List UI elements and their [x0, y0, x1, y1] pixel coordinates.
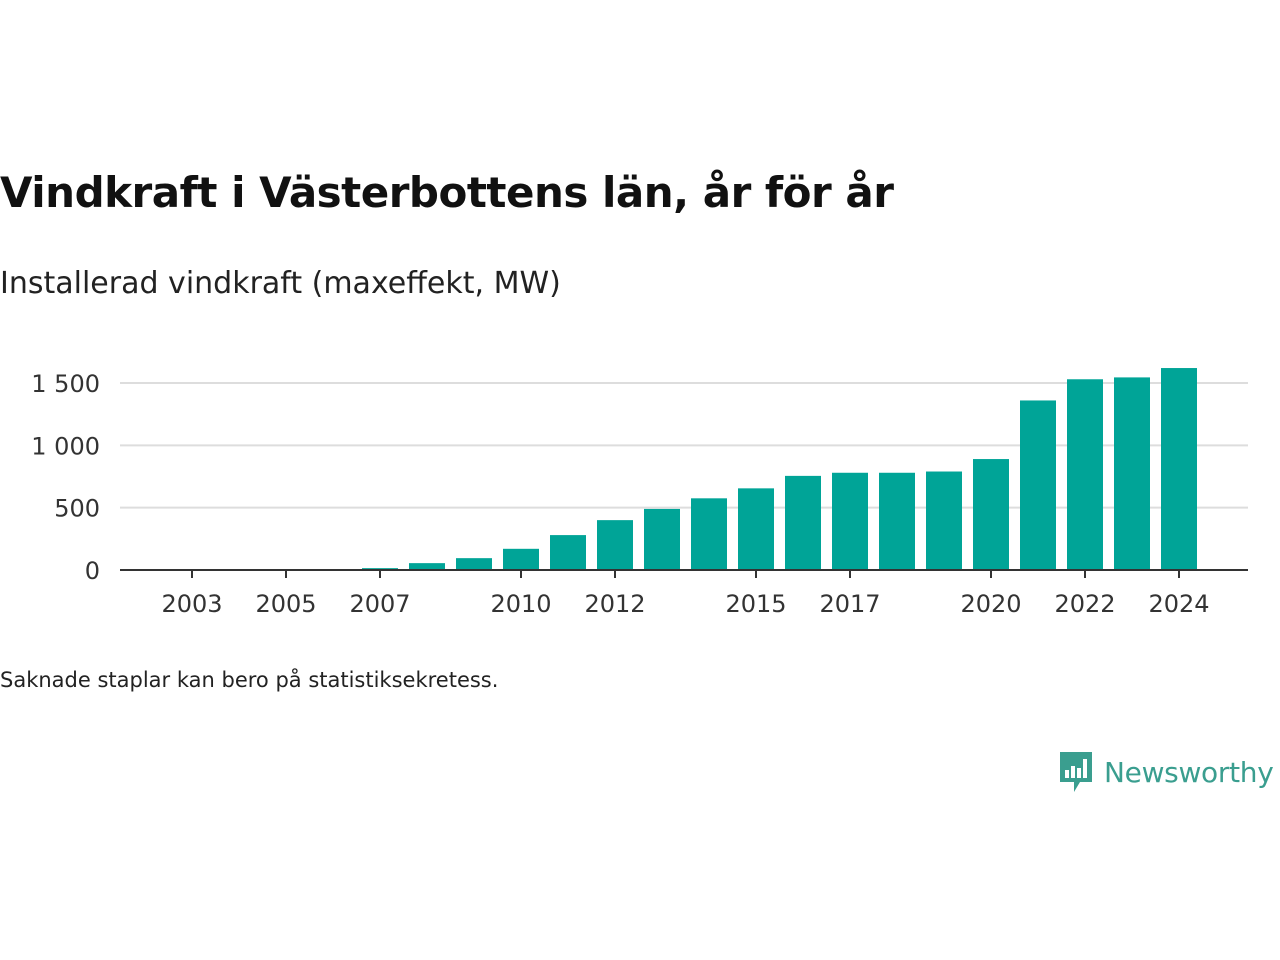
- bars: [362, 368, 1197, 570]
- bar-2019: [926, 471, 962, 570]
- x-tick-label: 2012: [584, 590, 645, 618]
- bar-2021: [1020, 400, 1056, 570]
- footnote: Saknade staplar kan bero på statistiksek…: [0, 668, 499, 692]
- x-tick-label: 2003: [161, 590, 222, 618]
- brand-logo: Newsworthy: [1058, 750, 1274, 794]
- axes: 0 500 1 000 1 500 2003 2005 2007 2010 2012 2015 20…: [31, 370, 1248, 618]
- bar-2008: [409, 563, 445, 570]
- newsworthy-logo-icon: [1060, 752, 1092, 792]
- y-tick-label: 0: [85, 557, 100, 585]
- x-tick-label: 2007: [349, 590, 410, 618]
- x-tick-label: 2017: [819, 590, 880, 618]
- bar-2014: [691, 498, 727, 570]
- gridlines: [120, 382, 1248, 509]
- x-tick-label: 2005: [255, 590, 316, 618]
- x-tick-label: 2024: [1148, 590, 1209, 618]
- bar-2022: [1067, 379, 1103, 570]
- bar-2023: [1114, 377, 1150, 570]
- bar-2016: [785, 475, 821, 570]
- y-tick-label: 500: [54, 495, 100, 523]
- chart-title: Vindkraft i Västerbottens län, år för år: [0, 168, 894, 217]
- x-tick-label: 2022: [1054, 590, 1115, 618]
- x-tick-label: 2010: [490, 590, 551, 618]
- bar-2012: [597, 520, 633, 570]
- bar-2013: [644, 508, 680, 570]
- brand-name: Newsworthy: [1104, 755, 1274, 789]
- chart-subtitle: Installerad vindkraft (maxeffekt, MW): [0, 266, 561, 301]
- x-tick-label: 2020: [960, 590, 1021, 618]
- bar-2017: [832, 472, 868, 570]
- bar-2020: [973, 459, 1009, 570]
- bar-2018: [879, 472, 915, 570]
- y-tick-label: 1 500: [31, 370, 100, 398]
- bar-2015: [738, 488, 774, 570]
- bar-2024: [1161, 368, 1197, 570]
- x-tick-label: 2015: [725, 590, 786, 618]
- bar-2010: [503, 548, 539, 570]
- bar-2011: [550, 535, 586, 570]
- bar-2009: [456, 558, 492, 570]
- y-tick-label: 1 000: [31, 432, 100, 460]
